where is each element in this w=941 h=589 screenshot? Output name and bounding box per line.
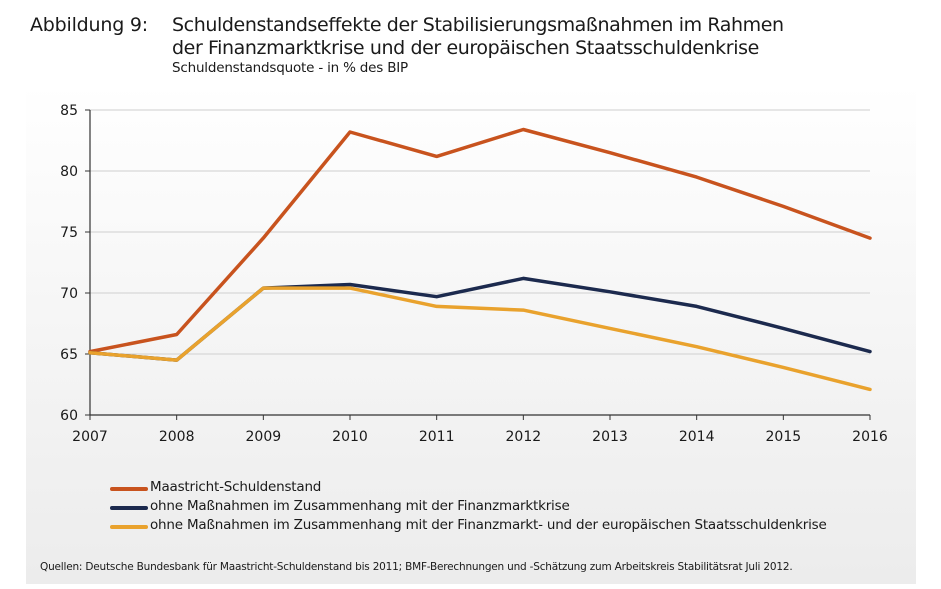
legend-label: Maastricht-Schuldenstand <box>150 479 322 495</box>
chart-title-line-2: der Finanzmarktkrise und der europäische… <box>172 37 759 59</box>
x-tick-label: 2016 <box>852 429 888 445</box>
y-tick-label: 60 <box>60 408 78 424</box>
source-note: Quellen: Deutsche Bundesbank für Maastri… <box>40 561 793 573</box>
legend-swatch <box>110 487 148 491</box>
legend-swatch <box>110 525 148 529</box>
x-tick-label: 2012 <box>506 429 542 445</box>
series-line-2 <box>88 276 872 362</box>
y-tick-label: 70 <box>60 286 78 302</box>
line-chart: 60 65 70 75 80 85 2007 2008 2009 2010 2011 2012 2013… <box>60 103 888 445</box>
legend-swatch <box>110 506 148 510</box>
x-tick-label: 2013 <box>592 429 628 445</box>
chart-panel: 60 65 70 75 80 85 2007 2008 2009 2010 2011 2012 2013… <box>26 84 916 584</box>
x-tick-label: 2008 <box>159 429 195 445</box>
y-tick-label: 75 <box>60 225 78 241</box>
legend-label: ohne Maßnahmen im Zusammenhang mit der F… <box>150 498 570 514</box>
x-tick-label: 2009 <box>246 429 282 445</box>
x-tick-label: 2011 <box>419 429 455 445</box>
x-tick-label: 2014 <box>679 429 715 445</box>
chart-subtitle: Schuldenstandsquote - in % des BIP <box>172 60 408 76</box>
figure-label: Abbildung 9: <box>30 14 149 36</box>
chart-title-line-1: Schuldenstandseffekte der Stabilisierung… <box>172 14 784 36</box>
series-line-1 <box>88 127 872 354</box>
x-tick-label: 2015 <box>766 429 802 445</box>
x-tick-label: 2010 <box>332 429 368 445</box>
y-tick-label: 80 <box>60 164 78 180</box>
y-tick-label: 85 <box>60 103 78 119</box>
legend-label: ohne Maßnahmen im Zusammenhang mit der F… <box>150 517 827 533</box>
x-tick-label: 2007 <box>72 429 108 445</box>
y-tick-label: 65 <box>60 347 78 363</box>
series-line-3 <box>88 286 872 392</box>
